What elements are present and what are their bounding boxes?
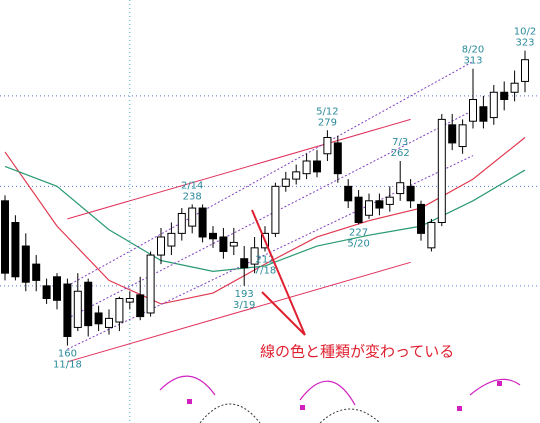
candle-body — [146, 254, 155, 314]
candle-body — [105, 317, 113, 328]
candle-body — [250, 247, 259, 265]
candle-body — [510, 82, 519, 93]
peak-price: 227 — [349, 227, 368, 238]
peak-date: 7/18 — [254, 265, 276, 276]
candle-body — [188, 207, 197, 227]
candle-body — [437, 118, 446, 224]
candle-body — [167, 232, 176, 247]
candle-body — [479, 106, 488, 122]
peak-date: 5/20 — [347, 238, 369, 249]
annotation-bg — [256, 341, 482, 363]
candle-body — [313, 160, 321, 173]
candle-body — [53, 276, 61, 301]
annotation: 線の色と種類が変わっている — [260, 343, 454, 361]
peak-date: 7/3 — [392, 137, 408, 148]
indicator-dot — [497, 381, 502, 386]
trend-line — [67, 109, 474, 319]
moving-average — [4, 137, 526, 305]
candle-body — [406, 185, 415, 202]
trend-line — [67, 118, 411, 220]
candle-body — [94, 312, 103, 325]
candle-body — [198, 207, 207, 238]
indicator-line — [159, 375, 521, 406]
peak-date: 10/2 — [514, 27, 536, 38]
candle-body — [344, 185, 353, 202]
candle-body — [157, 236, 165, 256]
candle-body — [292, 171, 301, 180]
candle-body — [281, 178, 290, 187]
candle-body — [177, 212, 186, 234]
peak-price: 193 — [235, 289, 254, 300]
indicator-dot — [187, 399, 192, 404]
indicator-dot — [300, 405, 305, 410]
candle-body — [209, 232, 217, 240]
candle-body — [365, 200, 373, 216]
arrow — [251, 209, 306, 336]
candle-body — [136, 294, 145, 318]
peak-price: 160 — [58, 349, 77, 360]
candle-body — [219, 236, 228, 252]
candle-body — [385, 196, 394, 205]
candle-body — [1, 200, 9, 274]
peak-price: 262 — [391, 148, 410, 159]
peak-date: 2/14 — [181, 180, 203, 191]
peak-date: 5/12 — [316, 106, 338, 117]
candle-body — [417, 203, 425, 234]
candle-body — [115, 297, 124, 323]
candle-body — [448, 124, 457, 144]
candle-body — [469, 98, 477, 122]
candle-body — [375, 200, 384, 209]
indicator-line — [199, 403, 381, 423]
trend-line — [67, 61, 474, 287]
peak-date: 8/20 — [462, 45, 484, 56]
candle-body — [427, 222, 436, 249]
candle-body — [354, 196, 363, 224]
candle-body — [229, 241, 238, 247]
candle-body — [333, 142, 342, 175]
candle-body — [489, 91, 498, 119]
candle-body — [521, 59, 529, 82]
candle-body — [21, 245, 30, 283]
trend-line — [67, 261, 411, 363]
candle-body — [11, 222, 20, 278]
candle-body — [32, 263, 41, 281]
candle-body — [63, 283, 72, 337]
peak-price: 238 — [183, 191, 202, 202]
peak-price: 313 — [463, 56, 482, 67]
peak-price: 279 — [318, 117, 337, 128]
candle-body — [42, 285, 51, 299]
candle-body — [500, 91, 509, 100]
indicator-dot — [457, 406, 462, 411]
candle-body — [240, 258, 249, 269]
peak-price: 323 — [515, 38, 534, 49]
candle-body — [458, 124, 467, 148]
peak-date: 3/19 — [233, 300, 255, 311]
peak-price: 212 — [255, 254, 274, 265]
candle-body — [125, 297, 134, 303]
candle-body — [73, 290, 82, 328]
candle-body — [323, 136, 332, 155]
peak-date: 11/18 — [53, 360, 82, 371]
candle-body — [302, 160, 311, 175]
candle-body — [396, 182, 405, 195]
candle-body — [271, 185, 280, 234]
candle-body — [84, 281, 93, 327]
